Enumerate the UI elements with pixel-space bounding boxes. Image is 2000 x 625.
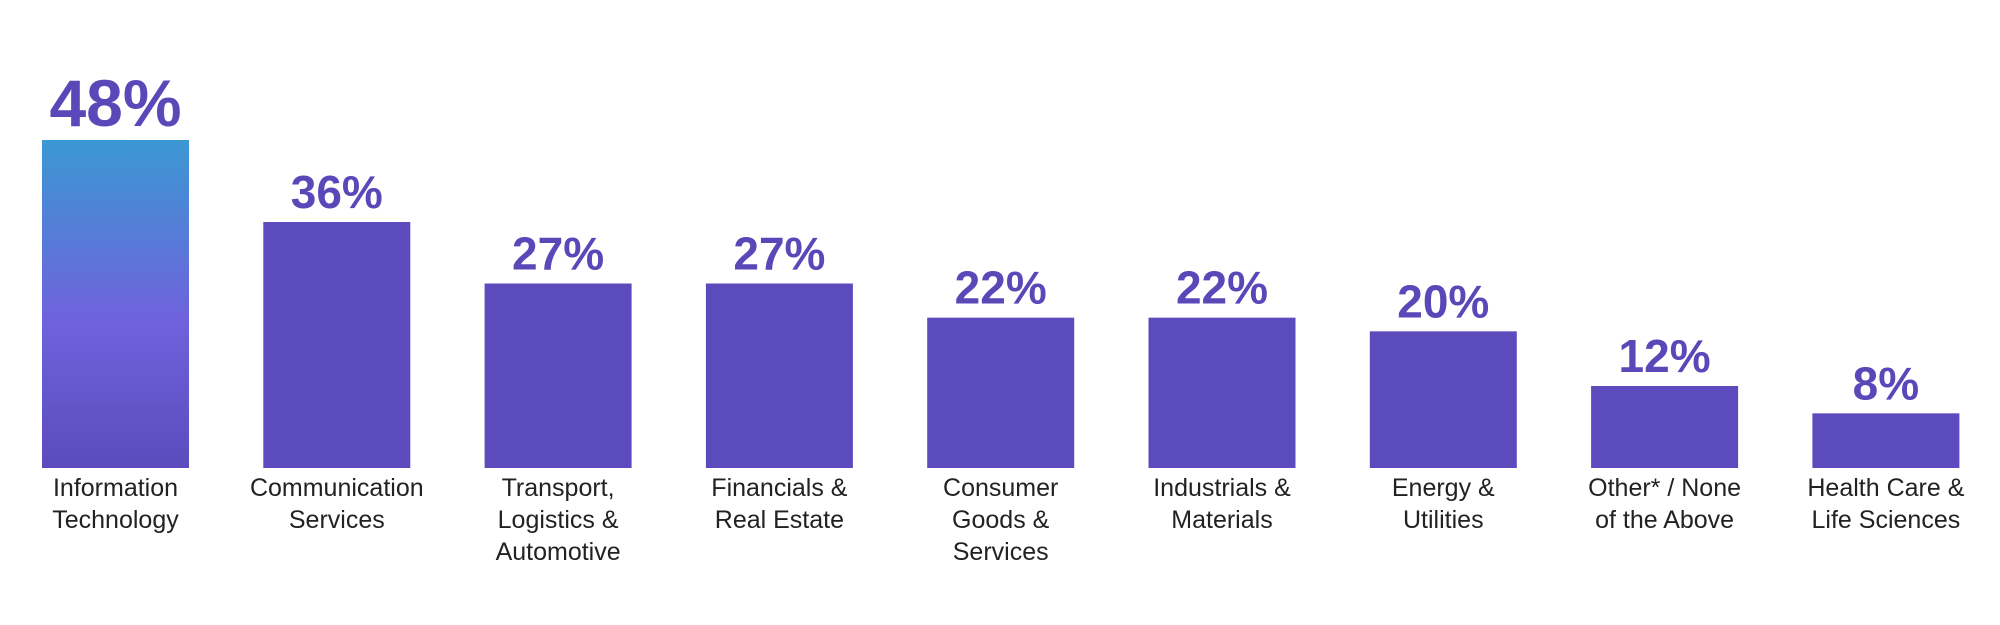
category-label: Health Care & Life Sciences — [1807, 474, 1965, 534]
category-label: Information Technology — [52, 474, 179, 534]
value-label: 20% — [1397, 275, 1489, 327]
category-label: Consumer Goods & Services — [943, 474, 1059, 566]
bar — [927, 317, 1075, 468]
category-label: Energy & Utilities — [1391, 474, 1495, 534]
category-label: Other* / None of the Above — [1588, 474, 1742, 534]
category-label: Communication Services — [249, 474, 424, 534]
bar — [1591, 386, 1739, 468]
value-label: 8% — [1853, 357, 1919, 409]
bar — [1812, 413, 1960, 468]
value-label: 48% — [49, 66, 181, 140]
bar — [484, 283, 632, 468]
bar — [705, 283, 853, 468]
category-label: Transport, Logistics & Automotive — [495, 474, 621, 566]
value-label: 27% — [733, 228, 825, 280]
category-label: Industrials & Materials — [1153, 474, 1291, 534]
value-label: 27% — [512, 228, 604, 280]
value-label: 12% — [1619, 330, 1711, 382]
bar — [42, 140, 189, 468]
value-label: 36% — [291, 166, 383, 218]
value-label: 22% — [955, 262, 1047, 314]
bar — [1148, 317, 1296, 468]
bar — [263, 222, 411, 468]
value-label: 22% — [1176, 262, 1268, 314]
bar — [1369, 331, 1517, 468]
category-label: Financials & Real Estate — [711, 474, 848, 534]
